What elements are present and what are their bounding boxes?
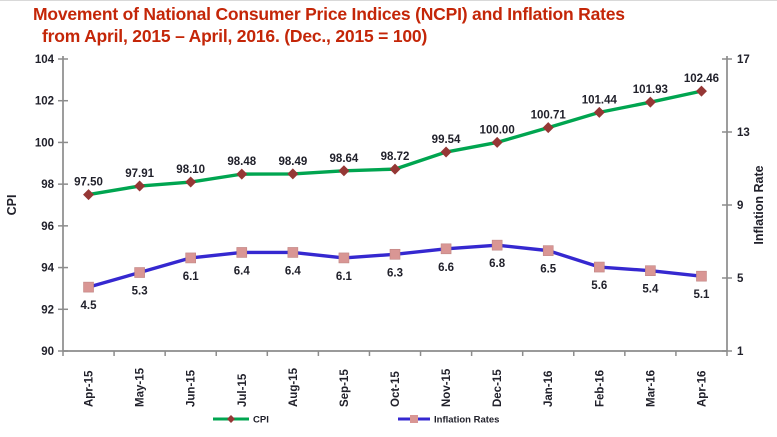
- chart-title: Movement of National Consumer Price Indi…: [33, 3, 625, 47]
- x-category-label: May-15: [135, 367, 147, 407]
- cpi-marker: [644, 96, 656, 108]
- cpi-data-label: 97.50: [74, 177, 103, 189]
- chart-title-line2: from April, 2015 – April, 2016. (Dec., 2…: [42, 26, 428, 46]
- inflation-rates-data-label: 5.1: [693, 289, 710, 301]
- x-category-label: Mar-16: [645, 370, 657, 407]
- chart-title-line1: Movement of National Consumer Price Indi…: [33, 4, 625, 24]
- x-category-label: Oct-15: [390, 371, 402, 407]
- chart-border-top: [0, 0, 777, 1]
- y-axis-left-title: CPI: [5, 195, 19, 216]
- cpi-marker: [440, 146, 452, 158]
- cpi-data-label: 100.71: [531, 110, 567, 122]
- inflation-rates-data-label: 5.3: [132, 286, 148, 298]
- x-category-label: Nov-15: [441, 368, 453, 407]
- legend-inflation-rates-marker: [410, 415, 418, 423]
- inflation-rates-marker: [491, 239, 503, 251]
- cpi-marker: [389, 163, 401, 175]
- legend-cpi-label: CPI: [253, 415, 269, 426]
- cpi-marker: [287, 168, 299, 180]
- y-axis-right-tick-label: 13: [737, 127, 750, 139]
- inflation-rates-data-label: 6.1: [183, 271, 200, 283]
- y-axis-left-tick-label: 104: [35, 54, 55, 66]
- inflation-rates-data-label: 6.1: [336, 271, 353, 283]
- cpi-marker: [593, 106, 605, 118]
- inflation-rates-data-label: 6.4: [234, 265, 251, 277]
- inflation-rates-marker: [696, 270, 707, 282]
- inflation-rates-data-label: 5.6: [591, 280, 607, 292]
- cpi-data-label: 101.93: [633, 84, 668, 96]
- y-axis-left-tick-label: 102: [35, 96, 54, 108]
- legend-inflation-rates-label: Inflation Rates: [434, 415, 499, 426]
- cpi-data-label: 100.00: [480, 124, 515, 136]
- inflation-rates-data-label: 6.5: [540, 264, 557, 276]
- inflation-rates-marker: [594, 261, 605, 273]
- cpi-data-label: 98.72: [381, 151, 410, 163]
- legend-cpi-marker: [227, 415, 235, 423]
- y-axis-right-tick-label: 9: [737, 200, 743, 212]
- cpi-data-label: 97.91: [125, 168, 154, 180]
- y-axis-right-title: Inflation Rate: [752, 165, 766, 244]
- x-category-label: Apr-15: [84, 370, 96, 407]
- y-axis-right-tick-label: 17: [737, 54, 750, 66]
- inflation-rates-marker: [83, 281, 94, 293]
- inflation-rates-marker: [287, 247, 299, 258]
- y-axis-left-tick-label: 98: [41, 179, 54, 191]
- inflation-rates-marker: [338, 252, 350, 264]
- inflation-rates-marker: [134, 267, 145, 278]
- inflation-rates-marker: [542, 245, 554, 256]
- x-category-label: Jan-16: [543, 371, 555, 407]
- cpi-marker: [338, 165, 350, 177]
- inflation-rates-marker: [389, 248, 401, 260]
- inflation-rates-data-label: 6.4: [285, 265, 302, 277]
- inflation-rates-data-label: 6.8: [489, 258, 506, 270]
- y-axis-left-tick-label: 92: [41, 304, 54, 316]
- cpi-data-label: 98.48: [227, 156, 256, 168]
- cpi-marker: [491, 136, 503, 148]
- inflation-rates-marker: [185, 252, 196, 264]
- y-axis-left-tick-label: 90: [41, 346, 54, 358]
- inflation-rates-marker: [645, 265, 656, 277]
- x-category-label: Dec-15: [492, 369, 504, 407]
- x-category-label: Apr-16: [696, 371, 708, 407]
- y-axis-left-tick-label: 94: [41, 263, 54, 275]
- cpi-series-line: [86, 89, 704, 197]
- cpi-data-label: 98.10: [176, 164, 205, 176]
- inflation-rates-data-label: 5.4: [642, 284, 659, 296]
- x-category-label: Jun-15: [186, 369, 198, 407]
- x-category-label: Jul-15: [237, 373, 249, 407]
- cpi-marker: [185, 176, 197, 188]
- cpi-marker: [134, 180, 146, 192]
- y-axis-left-tick-label: 96: [41, 221, 54, 233]
- y-axis-right-tick-label: 1: [737, 346, 744, 358]
- cpi-marker: [695, 85, 707, 97]
- cpi-marker: [542, 122, 554, 134]
- x-category-label: Aug-15: [288, 367, 300, 407]
- inflation-rates-marker: [236, 247, 248, 258]
- inflation-rates-data-label: 6.3: [387, 267, 403, 279]
- inflation-rates-data-label: 4.5: [81, 300, 98, 312]
- y-axis-left-tick-label: 100: [35, 137, 54, 149]
- y-axis-right-tick-label: 5: [737, 273, 744, 285]
- cpi-marker: [236, 168, 248, 180]
- cpi-data-label: 99.54: [432, 134, 461, 146]
- x-category-label: Sep-15: [339, 369, 351, 407]
- cpi-data-label: 98.64: [330, 153, 359, 165]
- cpi-data-label: 98.49: [278, 156, 307, 168]
- cpi-data-label: 102.46: [684, 73, 719, 85]
- inflation-rates-data-label: 6.6: [438, 262, 454, 274]
- cpi-marker: [83, 189, 95, 201]
- cpi-data-label: 101.44: [582, 94, 618, 106]
- x-category-label: Feb-16: [594, 370, 606, 407]
- inflation-rates-marker: [440, 243, 452, 255]
